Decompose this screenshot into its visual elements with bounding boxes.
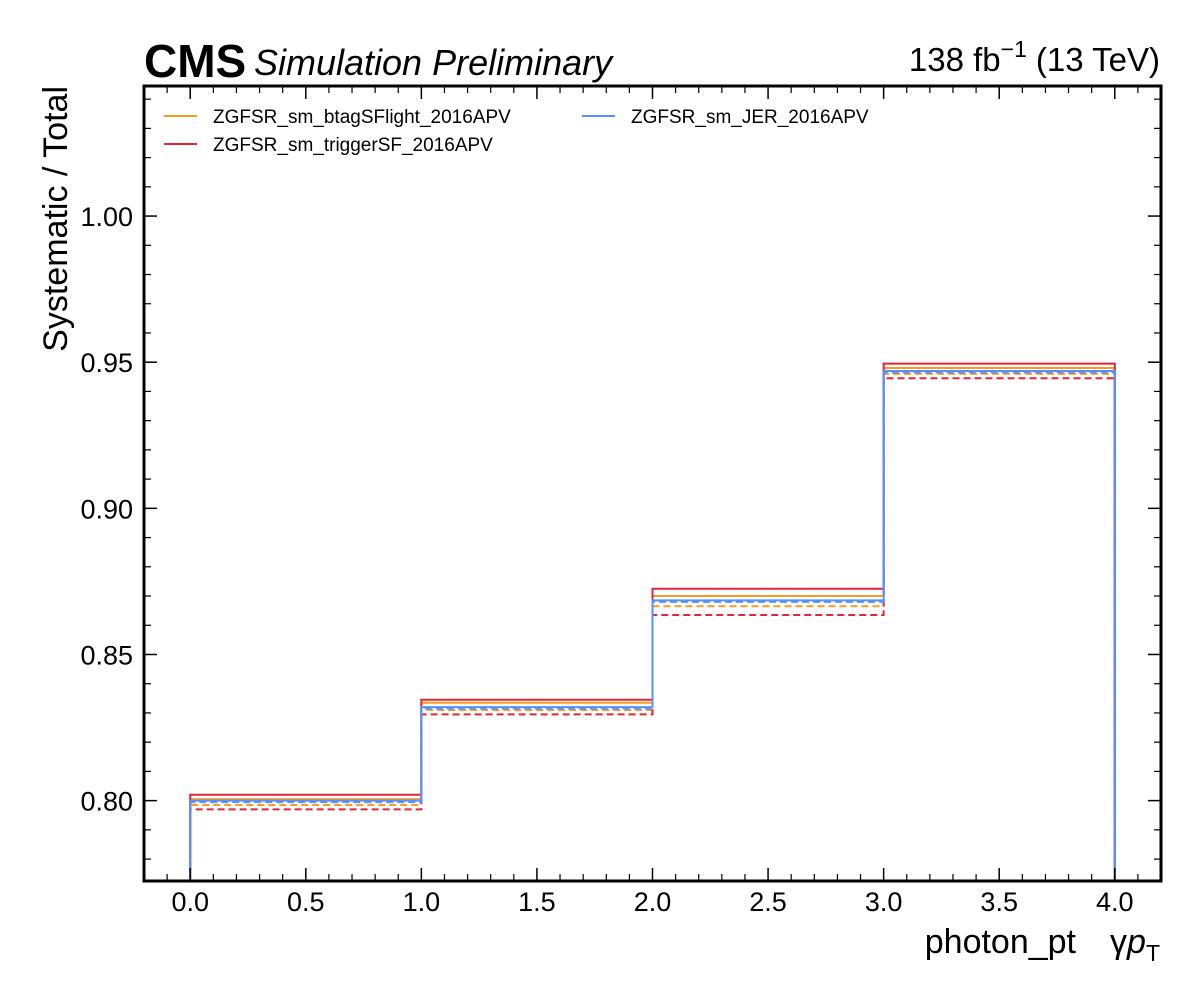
legend-entry-label: ZGFSR_sm_triggerSF_2016APV — [213, 135, 493, 156]
cms-label: CMS — [144, 35, 246, 87]
x-axis-label-symbol: γ — [1110, 923, 1127, 961]
x-tick-label: 3.5 — [980, 887, 1018, 917]
x-axis-label-sub: T — [1146, 940, 1160, 966]
legend-entry-label: ZGFSR_sm_btagSFlight_2016APV — [213, 107, 511, 128]
legend: ZGFSR_sm_btagSFlight_2016APV ZGFSR_sm_tri… — [164, 107, 869, 156]
plot-frame — [142, 84, 1163, 883]
y-tick-label: 1.00 — [80, 202, 133, 232]
series-zgfsr-sm-jer-2016apv-up — [189, 369, 1116, 881]
x-tick-label: 4.0 — [1096, 887, 1134, 917]
x-tick-label: 0.5 — [287, 887, 325, 917]
y-tick-label: 0.85 — [80, 640, 133, 670]
x-axis-label-var: p — [1126, 923, 1146, 961]
y-tick-label: 0.80 — [80, 787, 133, 817]
status-label: Simulation Preliminary — [254, 42, 614, 83]
ticks-layer: 0.0 0.5 1.0 1.5 2.0 2.5 3.0 3.5 4.0 0.80 0.85 0.90 0… — [80, 86, 1161, 917]
x-axis-label-name: photon_pt — [925, 923, 1077, 961]
x-axis-label: photon_pt γpT — [925, 923, 1160, 966]
energy-label: (13 TeV) — [1036, 41, 1160, 78]
y-axis-label: Systematic / Total — [37, 86, 75, 352]
legend-entry-label: ZGFSR_sm_JER_2016APV — [631, 107, 869, 128]
lumi-label: 138 fb−1 (13 TeV) — [909, 36, 1160, 78]
y-tick-label: 0.90 — [80, 494, 133, 524]
x-tick-label: 2.0 — [634, 887, 672, 917]
lumi-value: 138 fb — [909, 41, 1001, 78]
x-tick-label: 3.0 — [865, 887, 903, 917]
lumi-exponent: −1 — [1001, 36, 1027, 62]
series-zgfsr-sm-triggersf-2016apv-down — [189, 377, 1116, 881]
series-layer — [189, 362, 1116, 881]
x-tick-label: 0.0 — [171, 887, 209, 917]
x-tick-label: 2.5 — [749, 887, 787, 917]
x-tick-label: 1.5 — [518, 887, 556, 917]
y-tick-label: 0.95 — [80, 348, 133, 378]
x-tick-label: 1.0 — [403, 887, 441, 917]
